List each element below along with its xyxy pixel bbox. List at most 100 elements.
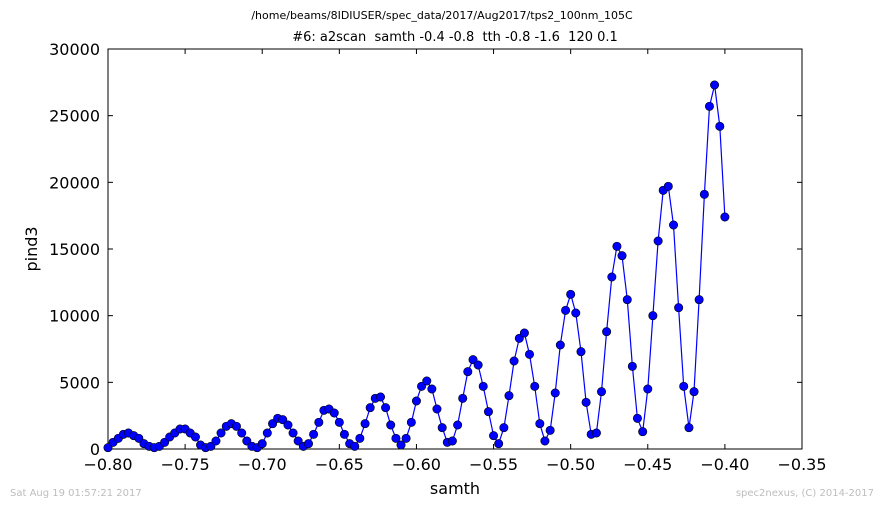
x-tick-label: −0.70	[238, 455, 287, 474]
y-tick-label: 25000	[49, 107, 100, 126]
data-point	[406, 417, 416, 427]
data-point	[396, 440, 406, 450]
data-point	[591, 428, 601, 438]
data-point	[237, 428, 247, 438]
data-point	[494, 439, 504, 449]
data-point	[622, 295, 632, 305]
data-point	[653, 236, 663, 246]
data-point	[473, 360, 483, 370]
data-point	[190, 432, 200, 442]
data-point	[339, 429, 349, 439]
data-point	[602, 327, 612, 337]
data-point	[566, 289, 576, 299]
data-point	[309, 429, 319, 439]
data-point	[391, 433, 401, 443]
data-point	[597, 387, 607, 397]
x-axis: −0.80 −0.75 −0.70 −0.65 −0.60 −0.55 −0.50 −0.45…	[83, 49, 827, 474]
data-point	[329, 408, 339, 418]
data-point	[663, 181, 673, 191]
data-point	[684, 423, 694, 433]
data-point	[499, 423, 509, 433]
data-point	[288, 428, 298, 438]
y-tick-label: 5000	[59, 373, 100, 392]
data-point	[478, 381, 488, 391]
footer-credit: spec2nexus, (C) 2014-2017	[735, 488, 874, 499]
x-tick-label: −0.40	[700, 455, 749, 474]
data-point	[689, 387, 699, 397]
data-point	[463, 367, 473, 377]
scan-title: #6: a2scan samth -0.4 -0.8 tth -0.8 -1.6…	[292, 30, 618, 45]
data-point	[360, 419, 370, 429]
data-point	[643, 384, 653, 394]
data-point	[612, 241, 622, 251]
data-point	[411, 396, 421, 406]
data-point	[211, 436, 221, 446]
data-point	[283, 420, 293, 430]
x-tick-label: −0.60	[392, 455, 441, 474]
y-tick-label: 30000	[49, 40, 100, 59]
data-point	[334, 417, 344, 427]
x-tick-label: −0.65	[315, 455, 364, 474]
x-tick-label: −0.80	[83, 455, 132, 474]
file-path-title: /home/beams/8IDIUSER/spec_data/2017/Aug2…	[251, 9, 633, 22]
data-point	[401, 433, 411, 443]
data-series	[103, 80, 730, 453]
y-axis-label: pind3	[22, 226, 41, 271]
y-axis: 0 5000 10000 15000 20000 25000 30000	[49, 40, 802, 459]
data-point	[571, 308, 581, 318]
data-point	[699, 189, 709, 199]
data-point	[638, 427, 648, 437]
data-point	[545, 425, 555, 435]
data-point	[278, 415, 288, 425]
data-point	[555, 340, 565, 350]
data-point	[524, 349, 534, 359]
data-point	[561, 305, 571, 315]
data-point	[679, 381, 689, 391]
data-point	[453, 420, 463, 430]
x-tick-label: −0.35	[777, 455, 826, 474]
data-point	[519, 328, 529, 338]
data-point	[627, 361, 637, 371]
data-point	[530, 381, 540, 391]
data-point	[437, 423, 447, 433]
data-point	[632, 413, 642, 423]
data-point	[720, 212, 730, 222]
x-tick-label: −0.45	[623, 455, 672, 474]
data-point	[432, 404, 442, 414]
y-tick-label: 15000	[49, 240, 100, 259]
data-point	[458, 393, 468, 403]
data-point	[262, 428, 272, 438]
data-point	[257, 439, 267, 449]
data-point	[715, 121, 725, 131]
y-tick-label: 20000	[49, 173, 100, 192]
x-tick-label: −0.55	[469, 455, 518, 474]
data-point	[710, 80, 720, 90]
data-point	[648, 311, 658, 321]
data-point	[303, 439, 313, 449]
plot-area	[107, 48, 803, 450]
data-point	[674, 303, 684, 313]
data-point	[381, 403, 391, 413]
data-point	[293, 436, 303, 446]
data-point	[617, 251, 627, 261]
data-point	[669, 220, 679, 230]
data-point	[535, 419, 545, 429]
x-axis-label: samth	[430, 479, 480, 498]
data-point	[422, 376, 432, 386]
data-point	[417, 381, 427, 391]
data-point	[427, 384, 437, 394]
data-point	[576, 347, 586, 357]
data-point	[489, 431, 499, 441]
data-point	[365, 403, 375, 413]
data-point	[581, 397, 591, 407]
x-tick-label: −0.50	[546, 455, 595, 474]
y-tick-label: 10000	[49, 307, 100, 326]
data-point	[231, 421, 241, 431]
data-point	[355, 433, 365, 443]
data-point	[540, 436, 550, 446]
data-point	[550, 388, 560, 398]
data-point	[607, 272, 617, 282]
data-point	[504, 391, 514, 401]
